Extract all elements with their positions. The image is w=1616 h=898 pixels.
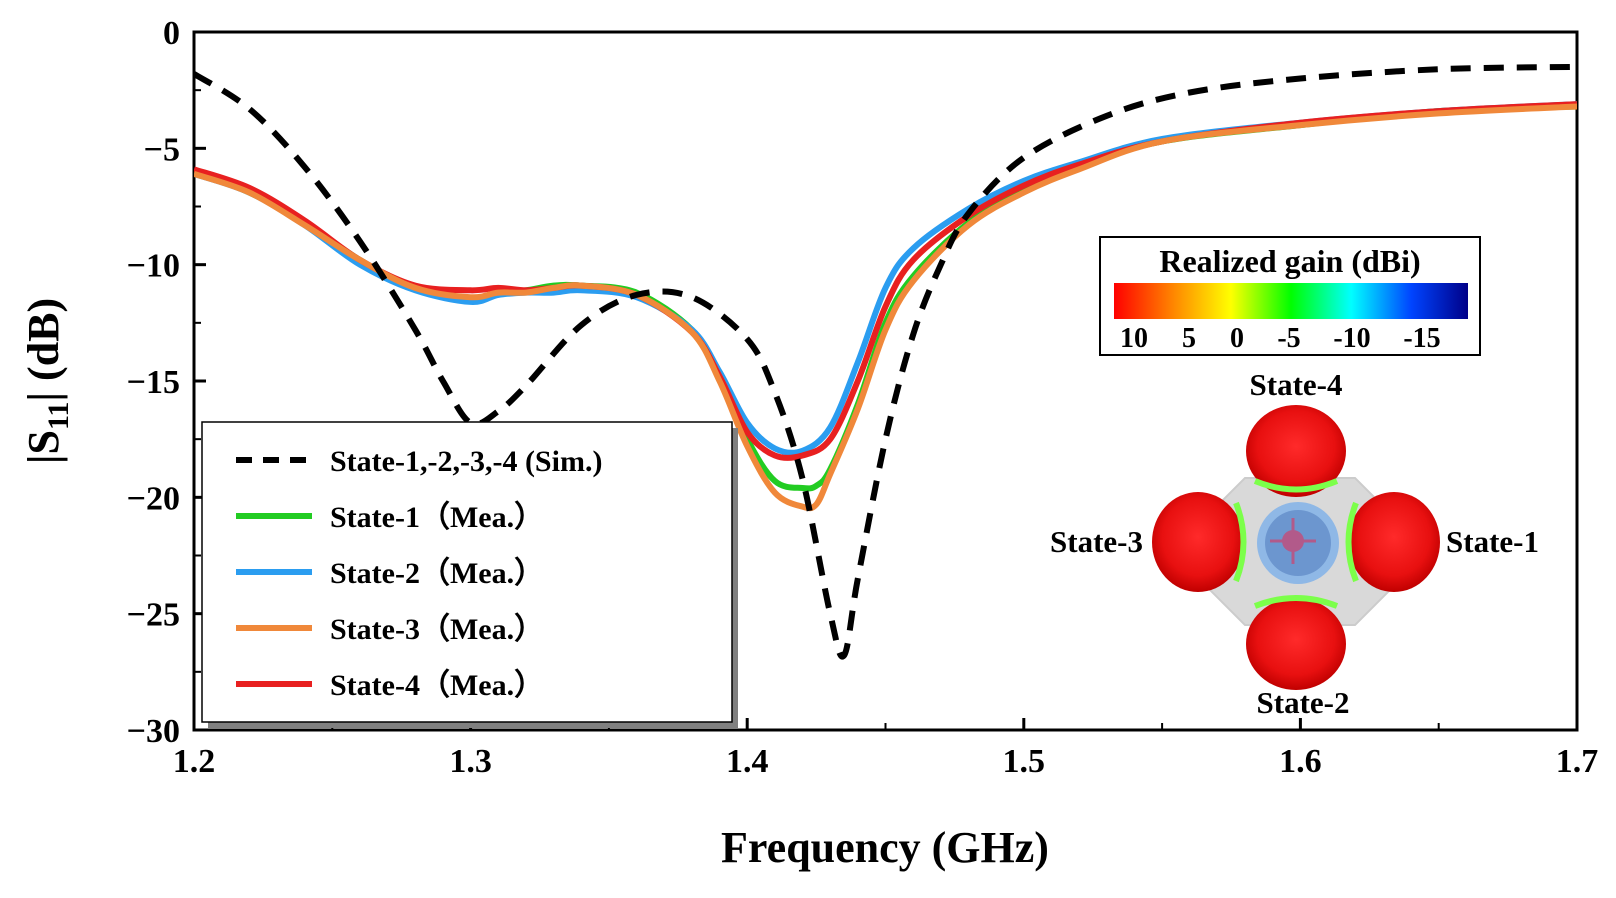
inset: Realized gain (dBi) 10 5 0 -5 -10 -15 State-4… — [1050, 236, 1539, 720]
legend-items: State-1,-2,-3,-4 (Sim.) State-1（Mea.） Stat… — [236, 445, 602, 702]
colorbar-tick-label: 0 — [1230, 323, 1244, 354]
series-line-3 — [194, 103, 1577, 512]
legend-label: State-2（Mea.） — [330, 556, 544, 590]
lobe-state-4-rim — [1253, 478, 1339, 493]
lobe-state-1 — [1348, 492, 1440, 592]
colorbar-title: Realized gain (dBi) — [1159, 243, 1420, 279]
legend-label: State-1,-2,-3,-4 (Sim.) — [330, 445, 602, 478]
x-tick-label: 1.7 — [1556, 743, 1599, 780]
colorbar-tick-label: -5 — [1277, 323, 1300, 354]
colorbar-tick-label: 5 — [1182, 323, 1196, 354]
x-tick-label: 1.5 — [1003, 743, 1046, 780]
antenna-feed-cross — [1270, 518, 1316, 564]
legend-label: State-4（Mea.） — [330, 668, 544, 702]
y-axis-title-tail: | (dB) — [19, 298, 68, 402]
y-tick-label: −10 — [127, 248, 180, 285]
lobe-state-4 — [1246, 405, 1346, 497]
x-ticks: 1.2 1.3 1.4 1.5 1.6 1.7 — [173, 718, 1599, 780]
svg-text:|S11| (dB): |S11| (dB) — [19, 298, 75, 464]
y-axis-title-sub: 11 — [42, 402, 75, 430]
y-tick-label: −30 — [127, 713, 180, 750]
label-state-4: State-4 — [1250, 367, 1343, 402]
y-tick-label: −20 — [127, 480, 180, 517]
y-axis-title-main: |S — [19, 430, 68, 464]
y-tick-label: −25 — [127, 597, 180, 634]
x-tick-label: 1.4 — [726, 743, 769, 780]
colorbar-ticks: 10 5 0 -5 -10 -15 — [1120, 323, 1441, 354]
lobe-state-1-rim — [1345, 501, 1359, 583]
series-layer — [194, 63, 1577, 660]
y-tick-label: 0 — [163, 15, 180, 52]
label-state-1: State-1 — [1446, 524, 1539, 559]
y-tick-label: −5 — [144, 131, 180, 168]
legend: State-1,-2,-3,-4 (Sim.) State-1（Mea.） Stat… — [201, 421, 738, 728]
lobe-state-3 — [1152, 492, 1244, 592]
x-tick-label: 1.2 — [173, 743, 216, 780]
y-ticks: 0 −5 −10 −15 −20 −25 −30 — [127, 15, 206, 750]
label-state-3: State-3 — [1050, 524, 1143, 559]
series-line-0 — [194, 63, 1577, 660]
colorbar-tick-label: -15 — [1403, 323, 1440, 354]
label-state-2: State-2 — [1257, 685, 1350, 720]
lobe-state-2-rim — [1253, 595, 1339, 609]
colorbar-tick-label: -10 — [1333, 323, 1370, 354]
colorbar-tick-label: 10 — [1120, 323, 1148, 354]
lobe-state-3-rim — [1233, 501, 1247, 583]
y-axis-title: |S11| (dB) — [19, 298, 75, 464]
legend-label: State-1（Mea.） — [330, 500, 544, 534]
y-tick-label: −15 — [127, 364, 180, 401]
lobe-state-2 — [1246, 598, 1346, 690]
x-axis-title: Frequency (GHz) — [721, 823, 1049, 872]
colorbar-gradient — [1114, 283, 1468, 319]
x-tick-label: 1.3 — [449, 743, 492, 780]
x-tick-label: 1.6 — [1279, 743, 1322, 780]
legend-label: State-3（Mea.） — [330, 612, 544, 646]
